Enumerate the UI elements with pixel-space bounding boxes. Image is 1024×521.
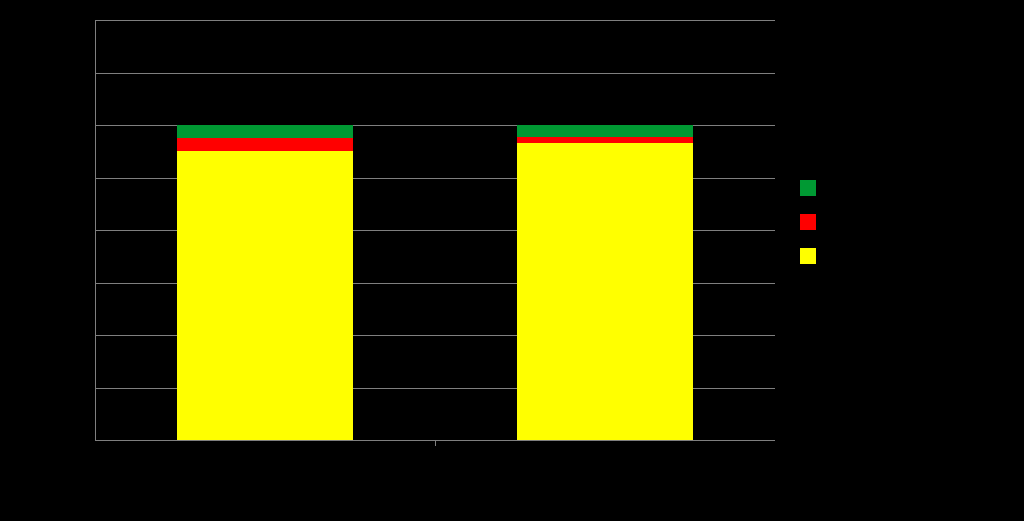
gridline — [95, 73, 775, 74]
legend-item-green — [800, 180, 826, 196]
bar-segment-red — [177, 138, 354, 151]
legend-swatch-red — [800, 214, 816, 230]
plot-area — [95, 20, 775, 440]
x-axis-tick — [435, 440, 436, 446]
legend-item-red — [800, 214, 826, 230]
stacked-bar-chart — [0, 0, 1024, 521]
y-axis-line — [95, 20, 96, 440]
gridline — [95, 20, 775, 21]
bar-group — [177, 125, 354, 440]
legend-swatch-green — [800, 180, 816, 196]
bar-segment-red — [517, 137, 694, 143]
bar-segment-green — [177, 125, 354, 138]
bar-segment-green — [517, 125, 694, 137]
legend-item-yellow — [800, 248, 826, 264]
legend-swatch-yellow — [800, 248, 816, 264]
bar-segment-yellow — [517, 143, 694, 440]
bar-group — [517, 125, 694, 440]
bar-segment-yellow — [177, 151, 354, 440]
chart-legend — [800, 180, 826, 282]
